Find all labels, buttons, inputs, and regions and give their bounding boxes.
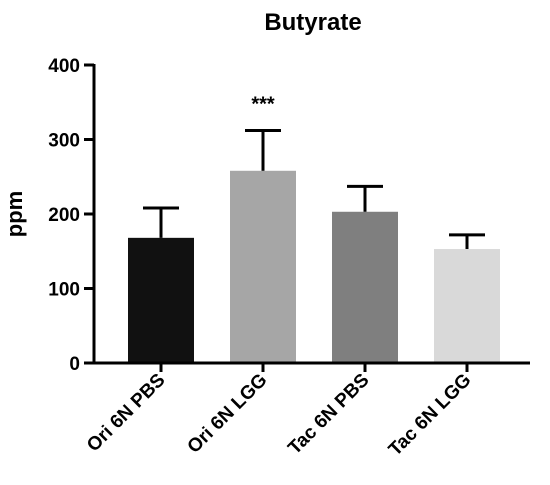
y-axis-ticks: 0 100 200 300 400: [48, 56, 94, 375]
y-axis-title: ppm: [2, 191, 27, 237]
y-tick-label: 0: [69, 354, 80, 375]
bars-group: [128, 170, 500, 363]
bar: [128, 237, 194, 363]
bar: [434, 249, 500, 363]
error-bars-group: [143, 129, 485, 250]
annotations-group: ***: [251, 94, 275, 116]
x-category-label: Ori 6N PBS: [83, 370, 170, 457]
y-tick-label: 200: [48, 205, 80, 226]
bar: [230, 170, 296, 363]
significance-annotation: ***: [251, 94, 275, 116]
x-category-label: Tac 6N LGG: [385, 370, 476, 461]
y-tick-label: 100: [48, 280, 80, 301]
bar: [332, 211, 398, 363]
x-category-label: Tac 6N PBS: [284, 370, 373, 459]
y-tick-label: 300: [48, 131, 80, 152]
x-category-label: Ori 6N LGG: [184, 370, 272, 458]
chart-title: Butyrate: [264, 9, 361, 36]
x-axis-labels: Ori 6N PBS Ori 6N LGG Tac 6N PBS Tac 6N LGG: [83, 363, 476, 460]
y-tick-label: 400: [48, 56, 80, 77]
